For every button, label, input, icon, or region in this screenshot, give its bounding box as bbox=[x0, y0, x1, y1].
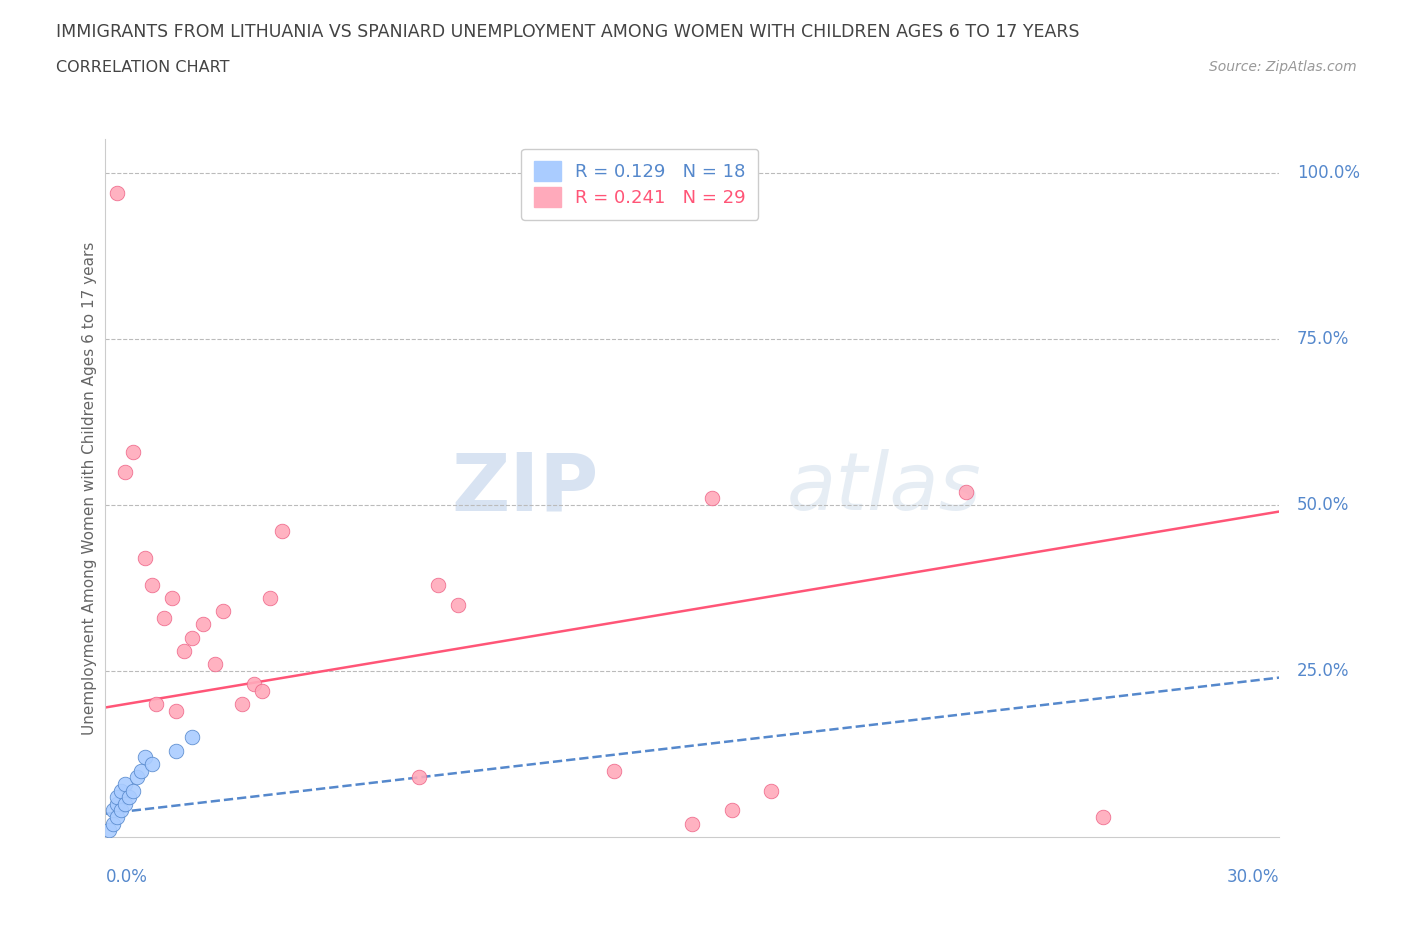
Point bbox=[110, 783, 132, 798]
Point bbox=[211, 604, 233, 618]
Point bbox=[114, 777, 136, 791]
Point bbox=[121, 783, 143, 798]
Point bbox=[125, 770, 148, 785]
Point bbox=[145, 697, 167, 711]
Point bbox=[446, 597, 468, 612]
Point bbox=[110, 803, 132, 817]
Point bbox=[243, 677, 266, 692]
Point bbox=[180, 631, 202, 645]
Point bbox=[105, 796, 128, 811]
Point bbox=[114, 796, 136, 811]
Point bbox=[1092, 810, 1115, 825]
Text: ZIP: ZIP bbox=[451, 449, 599, 527]
Point bbox=[129, 764, 152, 778]
Point bbox=[720, 803, 742, 817]
Text: 75.0%: 75.0% bbox=[1298, 330, 1350, 348]
Text: atlas: atlas bbox=[786, 449, 981, 527]
Text: CORRELATION CHART: CORRELATION CHART bbox=[56, 60, 229, 75]
Point bbox=[250, 684, 273, 698]
Point bbox=[700, 491, 723, 506]
Point bbox=[955, 485, 977, 499]
Point bbox=[153, 610, 176, 625]
Point bbox=[193, 617, 215, 631]
Text: 100.0%: 100.0% bbox=[1298, 164, 1360, 181]
Point bbox=[427, 578, 450, 592]
Y-axis label: Unemployment Among Women with Children Ages 6 to 17 years: Unemployment Among Women with Children A… bbox=[82, 242, 97, 735]
Point bbox=[180, 730, 202, 745]
Text: 30.0%: 30.0% bbox=[1227, 869, 1279, 886]
Point bbox=[259, 591, 281, 605]
Point bbox=[759, 783, 782, 798]
Point bbox=[105, 810, 128, 825]
Text: 50.0%: 50.0% bbox=[1298, 496, 1350, 514]
Point bbox=[134, 750, 156, 764]
Point bbox=[141, 756, 163, 771]
Point bbox=[603, 764, 626, 778]
Point bbox=[121, 445, 143, 459]
Point bbox=[103, 803, 125, 817]
Point bbox=[160, 591, 183, 605]
Point bbox=[165, 703, 187, 718]
Point bbox=[118, 790, 141, 804]
Point bbox=[231, 697, 253, 711]
Text: Source: ZipAtlas.com: Source: ZipAtlas.com bbox=[1209, 60, 1357, 74]
Point bbox=[165, 743, 187, 758]
Point bbox=[103, 817, 125, 831]
Point bbox=[134, 551, 156, 565]
Point bbox=[105, 790, 128, 804]
Point bbox=[98, 823, 121, 838]
Point bbox=[204, 657, 226, 671]
Text: 0.0%: 0.0% bbox=[105, 869, 148, 886]
Point bbox=[105, 185, 128, 200]
Point bbox=[173, 644, 195, 658]
Legend: R = 0.129   N = 18, R = 0.241   N = 29: R = 0.129 N = 18, R = 0.241 N = 29 bbox=[520, 149, 758, 219]
Point bbox=[270, 524, 292, 538]
Text: IMMIGRANTS FROM LITHUANIA VS SPANIARD UNEMPLOYMENT AMONG WOMEN WITH CHILDREN AGE: IMMIGRANTS FROM LITHUANIA VS SPANIARD UN… bbox=[56, 23, 1080, 41]
Point bbox=[114, 464, 136, 479]
Text: 25.0%: 25.0% bbox=[1298, 662, 1350, 680]
Point bbox=[141, 578, 163, 592]
Point bbox=[681, 817, 703, 831]
Point bbox=[408, 770, 430, 785]
